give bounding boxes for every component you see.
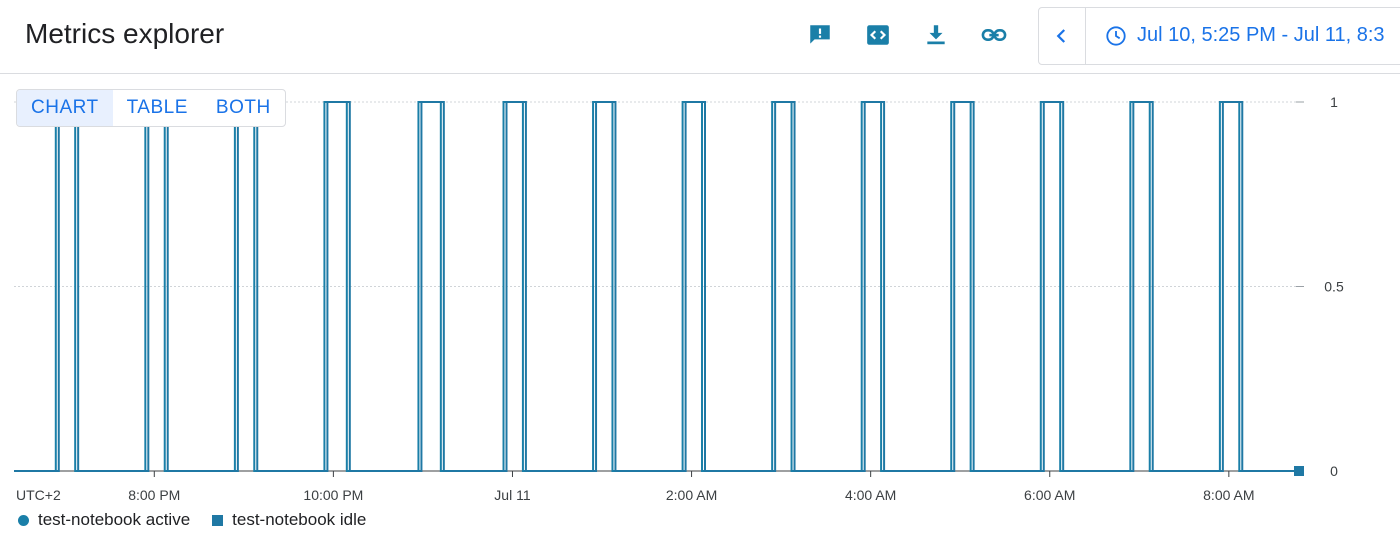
view-both-button[interactable]: BOTH	[215, 97, 271, 118]
link-button[interactable]	[979, 20, 1009, 50]
feedback-icon	[810, 25, 830, 44]
timezone-label: UTC+2	[16, 487, 61, 503]
view-table-button[interactable]: TABLE	[126, 97, 188, 118]
previous-range-button[interactable]	[1039, 8, 1086, 64]
idle-last-point-marker	[1294, 466, 1304, 476]
clock-icon	[1106, 25, 1126, 46]
link-icon	[981, 29, 1007, 41]
view-toggle: CHART TABLE BOTH	[16, 89, 286, 127]
legend-label-active: test-notebook active	[38, 510, 191, 529]
x-tick-label: 10:00 PM	[303, 487, 363, 503]
download-icon	[927, 25, 945, 45]
y-tick-label: 0.5	[1324, 279, 1344, 295]
header-bar: Metrics explorer	[0, 0, 1400, 74]
x-tick-label: 6:00 AM	[1024, 487, 1075, 503]
x-tick-label: 8:00 PM	[128, 487, 180, 503]
time-range-label: Jul 10, 5:25 PM - Jul 11, 8:3	[1137, 24, 1385, 46]
legend-item-active[interactable]: test-notebook active	[18, 510, 190, 530]
x-tick-label: Jul 11	[494, 487, 531, 503]
feedback-button[interactable]	[805, 20, 835, 50]
chevron-left-icon	[1056, 29, 1066, 43]
download-button[interactable]	[921, 20, 951, 50]
legend-circle-marker	[18, 514, 29, 526]
chart-legend: test-notebook active test-notebook idle	[18, 510, 388, 530]
y-tick-label: 1	[1330, 94, 1338, 110]
series-line-idle	[14, 101, 1296, 472]
time-range-selector[interactable]: Jul 10, 5:25 PM - Jul 11, 8:3	[1105, 24, 1385, 47]
legend-square-marker	[212, 514, 224, 526]
view-chart-button[interactable]: CHART	[17, 90, 113, 126]
x-tick-label: 8:00 AM	[1203, 487, 1254, 503]
code-button[interactable]	[863, 20, 893, 50]
legend-item-idle[interactable]: test-notebook idle	[212, 510, 366, 530]
page-title: Metrics explorer	[25, 18, 225, 49]
legend-label-idle: test-notebook idle	[232, 510, 367, 529]
x-tick-label: 4:00 AM	[845, 487, 896, 503]
code-icon	[867, 25, 889, 45]
time-range-picker: Jul 10, 5:25 PM - Jul 11, 8:3	[1038, 7, 1400, 65]
x-tick-label: 2:00 AM	[666, 487, 717, 503]
y-tick-label: 0	[1330, 463, 1338, 479]
metrics-chart: 0 0.5 1 8:00 PM 10:00 PM Jul 11 2:00 AM 4:00 AM…	[14, 94, 1344, 503]
